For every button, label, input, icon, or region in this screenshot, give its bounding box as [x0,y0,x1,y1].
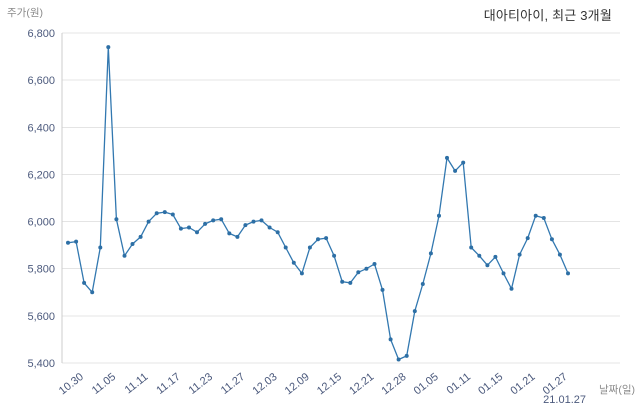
data-point [324,236,329,241]
data-point [388,337,393,342]
data-point [380,287,385,292]
y-tick-label: 6,400 [27,122,55,134]
data-point [364,266,369,271]
data-point [275,230,280,235]
data-point [404,353,409,358]
data-point [227,231,232,236]
data-point [469,245,474,250]
data-point [549,237,554,242]
data-point [251,219,256,224]
x-tick-label: 01.05 [412,371,441,397]
data-point [461,160,466,165]
x-tick-label: 12.15 [315,371,344,397]
y-axis-label: 주가(원) [7,7,43,19]
y-tick-label: 5,800 [27,264,55,276]
y-tick-label: 6,200 [27,169,55,181]
data-point [299,271,304,276]
x-tick-label: 11.11 [123,371,151,396]
data-point [445,155,449,160]
data-point [340,279,345,284]
data-point [195,230,199,235]
data-point [428,251,433,256]
data-point [162,210,167,215]
data-point [66,240,70,245]
data-point [90,290,95,295]
data-point [170,212,175,217]
data-point [243,223,248,228]
data-point [517,252,522,257]
data-point [396,357,401,362]
data-point [477,253,482,258]
data-point [219,217,224,222]
data-point [509,286,514,291]
data-point [291,260,296,265]
data-point [283,245,288,250]
x-tick-label: 11.17 [154,371,182,397]
data-point [154,211,159,216]
last-date-label: 21.01.27 [543,394,586,406]
data-point [501,271,506,276]
data-point [348,280,353,285]
x-tick-label: 01.15 [476,371,505,397]
y-tick-label: 5,600 [27,311,55,323]
data-point [533,213,538,218]
data-point [211,218,216,223]
data-point [316,237,320,242]
x-tick-label: 11.27 [219,371,247,397]
y-tick-label: 5,400 [27,358,55,370]
data-point [453,168,458,173]
data-point [541,216,546,220]
y-tick-label: 6,800 [27,28,55,40]
data-point [203,221,208,226]
x-tick-label: 11.05 [90,371,118,397]
chart-title: 대아티아이, 최근 3개월 [483,8,612,23]
data-point [437,213,441,218]
data-point [98,245,103,250]
x-tick-label: 10.30 [57,371,86,397]
y-tick-label: 6,000 [27,217,55,229]
data-point [74,239,79,244]
data-point [420,282,425,286]
x-tick-label: 01.21 [509,371,538,397]
x-tick-label: 12.03 [250,371,279,397]
data-point [235,234,240,239]
data-point [106,45,111,50]
x-tick-label: 11.23 [187,371,215,397]
x-tick-label: 12.21 [347,371,376,397]
x-tick-label: 01.11 [445,371,473,397]
data-point [332,253,337,258]
data-point [557,252,562,257]
data-point [130,242,135,246]
data-point [122,253,127,258]
x-tick-label: 12.28 [379,371,408,397]
data-point [566,271,570,276]
data-point [146,219,151,224]
data-point [485,263,490,268]
data-point [82,280,87,285]
price-line [67,46,569,361]
x-axis-label: 날짜(일) [599,384,635,396]
data-point [259,218,264,223]
data-point [114,217,119,222]
data-point [525,236,530,241]
data-point [356,270,361,275]
data-point [372,262,377,266]
data-point [138,234,143,239]
y-tick-label: 6,600 [27,75,55,87]
data-point [187,225,191,230]
x-tick-label: 12.09 [283,371,312,397]
data-point [307,245,312,250]
data-point [493,254,498,259]
data-point [267,225,272,230]
data-point [412,309,417,314]
data-point [178,226,183,231]
